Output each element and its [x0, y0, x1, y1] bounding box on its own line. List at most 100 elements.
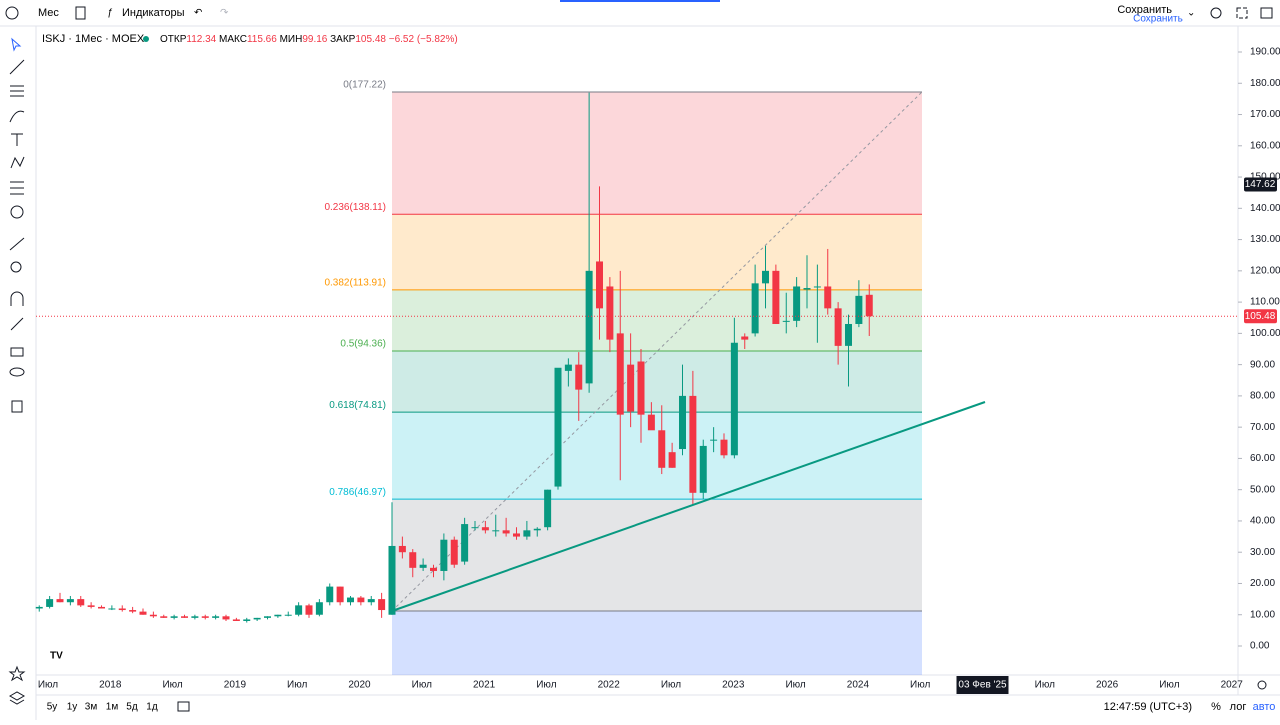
emoji-tool[interactable]	[10, 205, 24, 219]
candle-body	[575, 364, 583, 390]
save[interactable]: Сохранить	[1117, 4, 1172, 16]
fib-label: 0.382(113.91)	[324, 278, 386, 289]
visibility-tool[interactable]	[9, 367, 25, 377]
ruler-tool[interactable]	[9, 237, 25, 251]
log[interactable]: лог	[1230, 701, 1247, 713]
drawing-tools	[8, 37, 26, 705]
candle-body	[502, 530, 510, 534]
candle-body	[274, 614, 282, 617]
save-menu[interactable]: ⌄	[1187, 8, 1195, 19]
fib-label: 0.5(94.36)	[340, 339, 386, 350]
ohlc: ОТКР112.34 МАКС115.66 МИН99.16 ЗАКР105.4…	[160, 34, 458, 45]
pattern-tool[interactable]	[10, 156, 25, 169]
settings[interactable]	[1210, 7, 1222, 19]
add-symbol[interactable]	[5, 6, 19, 20]
candle-body	[658, 430, 666, 468]
magnet-tool[interactable]	[10, 291, 24, 306]
fib-zone	[392, 351, 922, 413]
open: 112.34	[186, 34, 216, 45]
y-tick-label: 110.00	[1250, 297, 1280, 308]
y-tick-label: 60.00	[1250, 453, 1275, 464]
candle-body	[513, 533, 520, 537]
range-button[interactable]: 3м	[85, 702, 98, 713]
interval[interactable]: Мес	[38, 7, 59, 19]
y-tick-label: 80.00	[1250, 391, 1275, 402]
range-button[interactable]: 1д	[146, 702, 158, 713]
x-tick-label: Июл	[1159, 680, 1179, 691]
layers[interactable]	[8, 691, 26, 705]
candle-body	[554, 367, 562, 487]
cursor-tool[interactable]	[11, 37, 22, 52]
candle-body	[741, 336, 749, 340]
snapshot[interactable]	[1260, 7, 1273, 19]
close: 105.48	[355, 34, 386, 45]
candle-body	[440, 539, 448, 571]
candle-body	[77, 599, 85, 606]
lock-tool[interactable]	[10, 347, 24, 357]
favorites[interactable]	[8, 665, 26, 682]
candle-body	[232, 619, 240, 621]
high-label: МАКС	[219, 34, 247, 45]
x-tick-label: 2023	[722, 680, 745, 691]
range-button[interactable]: 5y	[47, 702, 58, 713]
candle-body	[544, 489, 552, 528]
candle-body	[492, 530, 500, 532]
undo[interactable]: ↶	[194, 8, 202, 19]
range-button[interactable]: 1y	[67, 702, 78, 713]
candle-body	[730, 342, 738, 456]
line-tool[interactable]	[9, 59, 25, 75]
candle-body	[315, 602, 323, 615]
candle-body	[679, 395, 686, 450]
candle-body	[523, 530, 531, 537]
x-tick-label: Июл	[661, 680, 681, 691]
fib-zone	[392, 91, 922, 215]
percent[interactable]: %	[1211, 701, 1221, 713]
candle-body	[855, 295, 863, 324]
candle-body	[813, 286, 821, 288]
candle-body	[212, 616, 220, 618]
delete-tool[interactable]	[11, 400, 23, 413]
redo[interactable]: ↷	[220, 8, 229, 19]
fib-zone	[392, 610, 922, 675]
range-button[interactable]: 5д	[126, 702, 138, 713]
y-tick-label: 90.00	[1250, 359, 1275, 370]
candle-body	[865, 294, 873, 317]
fib-tool[interactable]	[10, 85, 24, 97]
x-tick-label: 03 Фев '25	[958, 680, 1007, 691]
prediction-tool[interactable]	[10, 181, 24, 195]
candle-body	[782, 320, 790, 322]
symbol: ISKJ · 1Мес · MOEX	[42, 33, 145, 45]
candle-body	[305, 605, 313, 615]
clock: 12:47:59 (UTC+3)	[1104, 701, 1192, 713]
fib-label: 0(177.22)	[343, 80, 386, 91]
y-tick-label: 160.00	[1250, 140, 1280, 151]
indicators[interactable]: Индикаторы	[122, 7, 185, 19]
trend-line	[391, 401, 986, 612]
date-range[interactable]	[177, 701, 190, 712]
axis-settings[interactable]	[1257, 680, 1267, 690]
auto[interactable]: авто	[1253, 701, 1276, 713]
tab-indicator	[560, 0, 720, 2]
price-tag	[1244, 309, 1277, 324]
chart-type[interactable]	[75, 6, 86, 20]
lock-draw[interactable]	[10, 317, 24, 331]
candle-body	[616, 333, 624, 415]
brush-tool[interactable]	[9, 110, 25, 123]
candle-body	[834, 308, 842, 346]
open-label: ОТКР	[160, 34, 187, 45]
fullscreen[interactable]	[1236, 7, 1248, 19]
zoom-tool[interactable]	[10, 261, 22, 273]
text-tool[interactable]	[11, 133, 23, 146]
range-button[interactable]: 1м	[106, 702, 119, 713]
candle-body	[461, 524, 469, 562]
x-tick-label: Июл	[162, 680, 182, 691]
y-tick-label: 120.00	[1250, 265, 1280, 276]
x-tick-label: 2019	[224, 680, 247, 691]
candle-body	[66, 599, 74, 603]
candle-body	[585, 270, 593, 384]
x-tick-label: Июл	[38, 680, 58, 691]
candle-body	[347, 597, 354, 603]
y-tick-label: 40.00	[1250, 516, 1275, 527]
candle-body	[647, 414, 655, 431]
candle-body	[149, 614, 157, 617]
